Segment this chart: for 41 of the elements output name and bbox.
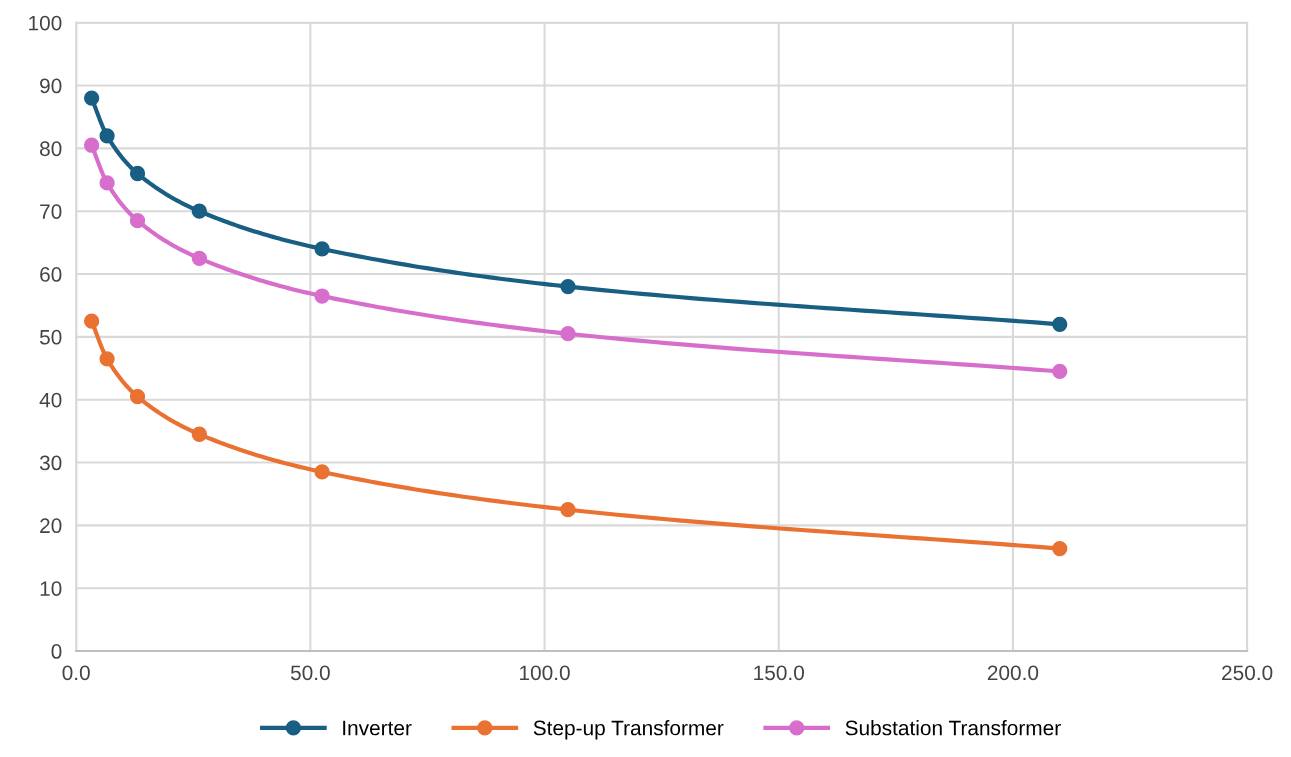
point [99,175,115,191]
point [560,278,576,295]
x-tick-label: 0.0 [62,665,90,681]
point [83,90,100,106]
legend-label: Step-up Transformer [533,720,724,740]
point [314,241,330,257]
y-tick-label: 20 [40,518,62,534]
point [129,388,146,405]
point [1052,363,1068,380]
point [191,203,207,219]
legend-label: Substation Transformer [845,720,1061,736]
legend-label: Inverter [343,720,412,736]
y-tick-label: 60 [40,267,62,282]
y-tick-label: 80 [40,141,62,157]
point [99,128,115,144]
point [314,464,330,480]
point [83,313,100,329]
point [129,165,146,182]
x-tick-label: 150.0 [754,665,804,681]
point [1052,540,1068,557]
y-tick-label: 50 [39,329,62,345]
x-tick-label: 250.0 [1222,665,1273,681]
y-tick-label: 40 [39,392,62,408]
x-tick-label: 200.0 [987,665,1039,681]
point [99,351,115,367]
x-tick-label: 50.0 [290,665,330,681]
x-tick-label: 100.0 [520,665,570,681]
point [1052,316,1068,332]
y-tick-label: 70 [40,204,62,219]
point [560,326,576,342]
y-tick-label: 90 [40,78,62,94]
y-tick-label: 0 [51,644,62,659]
y-tick-label: 100 [29,15,62,31]
point [314,288,330,304]
point [191,426,207,442]
y-tick-label: 10 [40,581,62,596]
point [560,502,576,518]
point [191,250,207,266]
point [83,137,100,153]
y-tick-label: 30 [39,455,62,471]
point [129,212,146,229]
